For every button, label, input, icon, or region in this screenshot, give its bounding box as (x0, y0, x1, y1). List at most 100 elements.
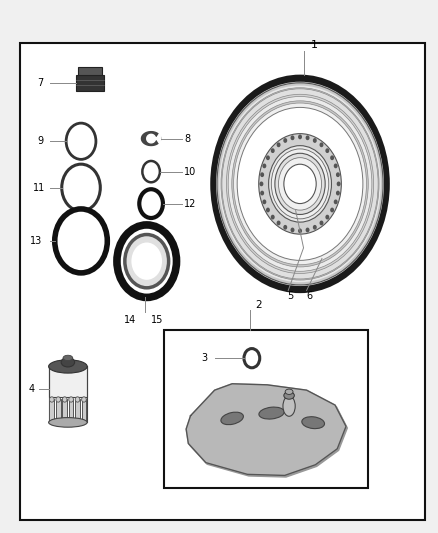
Circle shape (306, 135, 310, 140)
Circle shape (268, 146, 332, 222)
Circle shape (233, 103, 367, 265)
Circle shape (334, 199, 338, 204)
Text: 12: 12 (184, 199, 196, 208)
Circle shape (260, 191, 264, 196)
Text: 10: 10 (184, 167, 196, 176)
Ellipse shape (283, 396, 295, 416)
Ellipse shape (221, 412, 244, 425)
Circle shape (210, 75, 390, 293)
Circle shape (131, 243, 162, 280)
Circle shape (226, 94, 374, 273)
Circle shape (313, 225, 317, 230)
Ellipse shape (49, 360, 87, 373)
Ellipse shape (302, 417, 325, 429)
Bar (69, 400, 74, 422)
Text: 4: 4 (28, 384, 35, 394)
Circle shape (55, 209, 107, 273)
Ellipse shape (285, 389, 293, 394)
Bar (49, 367, 87, 397)
Circle shape (271, 215, 275, 220)
Circle shape (290, 135, 294, 140)
Ellipse shape (49, 418, 87, 427)
Circle shape (219, 85, 381, 282)
Circle shape (334, 164, 338, 168)
Text: 13: 13 (30, 236, 42, 246)
Bar (78, 67, 102, 75)
Bar (76, 75, 104, 91)
Circle shape (139, 189, 163, 218)
Circle shape (228, 96, 372, 271)
Bar (75, 400, 80, 422)
Circle shape (117, 225, 177, 297)
Circle shape (275, 154, 325, 214)
Bar (56, 400, 60, 422)
Circle shape (142, 161, 160, 182)
Ellipse shape (56, 397, 60, 402)
Ellipse shape (49, 397, 54, 402)
Ellipse shape (284, 392, 294, 399)
Circle shape (298, 229, 302, 233)
Circle shape (290, 228, 294, 232)
Circle shape (337, 181, 341, 187)
Circle shape (319, 142, 323, 147)
Circle shape (319, 221, 323, 225)
Text: 15: 15 (151, 315, 163, 325)
Text: 1: 1 (311, 41, 318, 50)
Circle shape (125, 235, 169, 288)
Text: 9: 9 (37, 136, 43, 146)
Text: 11: 11 (33, 183, 45, 192)
Circle shape (237, 108, 363, 260)
Circle shape (325, 215, 329, 220)
Circle shape (313, 138, 317, 143)
Ellipse shape (81, 397, 86, 402)
Text: 14: 14 (124, 315, 136, 325)
Ellipse shape (62, 397, 67, 402)
Text: 3: 3 (201, 353, 208, 363)
Circle shape (330, 207, 334, 212)
Circle shape (298, 134, 302, 139)
Bar (81, 400, 86, 422)
Circle shape (62, 164, 100, 211)
Circle shape (244, 349, 260, 368)
Ellipse shape (259, 407, 284, 419)
Circle shape (222, 89, 378, 279)
Text: 5: 5 (287, 292, 293, 301)
Ellipse shape (61, 357, 74, 367)
Circle shape (325, 148, 329, 153)
Circle shape (232, 101, 368, 267)
Circle shape (259, 181, 263, 187)
Text: 6: 6 (307, 292, 313, 301)
Polygon shape (141, 132, 161, 146)
Ellipse shape (75, 397, 80, 402)
Ellipse shape (69, 397, 74, 402)
Circle shape (283, 225, 287, 230)
Circle shape (260, 172, 264, 177)
Bar (49, 400, 54, 422)
Circle shape (216, 82, 384, 286)
Circle shape (262, 164, 266, 168)
Polygon shape (186, 384, 346, 475)
Polygon shape (147, 132, 161, 146)
Text: 7: 7 (37, 78, 43, 87)
Circle shape (330, 156, 334, 160)
Ellipse shape (63, 355, 73, 360)
Circle shape (271, 148, 275, 153)
Circle shape (262, 199, 266, 204)
Text: 2: 2 (255, 300, 261, 310)
Circle shape (266, 156, 270, 160)
Circle shape (66, 123, 96, 159)
Circle shape (271, 149, 329, 219)
Circle shape (279, 158, 321, 210)
Circle shape (266, 207, 270, 212)
Circle shape (277, 142, 281, 147)
Polygon shape (187, 385, 347, 477)
Bar (62, 400, 67, 422)
Text: 8: 8 (184, 134, 190, 143)
Circle shape (221, 88, 379, 280)
Circle shape (336, 191, 340, 196)
Bar (20, 43, 425, 520)
Circle shape (284, 164, 316, 204)
Circle shape (306, 228, 310, 232)
Circle shape (336, 172, 340, 177)
Circle shape (277, 221, 281, 225)
